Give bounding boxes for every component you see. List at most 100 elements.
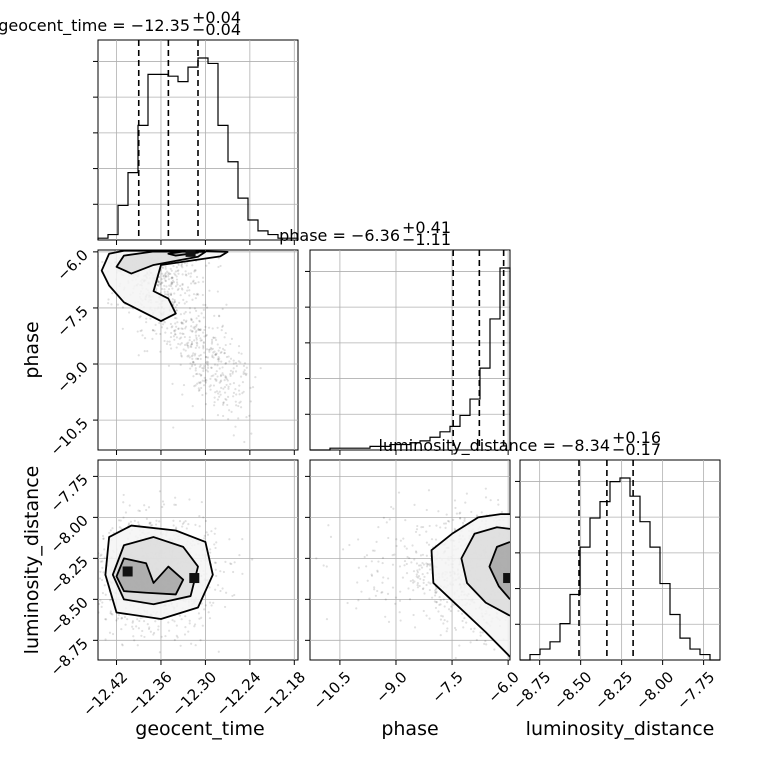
sample-point (121, 306, 124, 309)
y-tick-label: −8.75 (47, 634, 92, 679)
sample-point (229, 374, 232, 377)
sample-point (241, 381, 245, 384)
sample-point (151, 524, 154, 527)
sample-point (235, 393, 238, 396)
sample-point (184, 327, 187, 330)
sample-point (182, 319, 186, 322)
sample-point (161, 244, 163, 246)
sample-point (227, 387, 230, 390)
sample-point (182, 245, 184, 247)
sample-point (175, 527, 178, 530)
sample-point (218, 315, 221, 318)
sample-point (161, 287, 164, 291)
sample-point (217, 358, 220, 361)
sample-point (500, 510, 504, 514)
sample-point (155, 519, 158, 522)
sample-point (231, 594, 234, 598)
sample-point (453, 499, 457, 502)
sample-point (187, 630, 190, 633)
sample-point (465, 621, 468, 624)
sample-point (209, 384, 212, 387)
sample-point (465, 492, 468, 495)
x-tick-label: −9.0 (372, 668, 410, 706)
sample-point (177, 327, 180, 331)
sample-point (391, 563, 395, 566)
sample-point (244, 373, 248, 377)
sample-point (203, 364, 206, 367)
x-tick-label: −10.5 (309, 668, 354, 713)
sample-point (184, 310, 187, 314)
sample-point (234, 361, 238, 365)
x-tick-label: −12.36 (124, 668, 176, 720)
sample-point (206, 366, 210, 369)
sample-point (101, 534, 105, 538)
sample-point (241, 391, 244, 395)
sample-point (120, 527, 123, 530)
sample-point (433, 594, 437, 597)
sample-point (191, 404, 194, 408)
sample-point (423, 575, 426, 578)
sample-point (154, 243, 156, 245)
sample-point (315, 557, 318, 560)
sample-point (377, 560, 380, 563)
sample-point (186, 245, 188, 247)
sample-point (178, 245, 180, 247)
sample-point (382, 516, 385, 519)
sample-point (137, 247, 139, 249)
sample-point (186, 286, 190, 289)
sample-point (185, 300, 188, 303)
sample-point (357, 566, 360, 569)
sample-point (175, 278, 179, 281)
sample-point (111, 527, 114, 530)
sample-point (120, 616, 124, 620)
sample-point (204, 403, 208, 406)
sample-point (141, 334, 144, 337)
sample-point (225, 591, 228, 594)
sample-point (140, 329, 143, 332)
sample-point (107, 302, 110, 305)
sample-point (173, 245, 175, 247)
sample-point (376, 569, 379, 572)
sample-point (169, 272, 172, 276)
sample-point (145, 508, 148, 512)
sample-point (428, 564, 432, 567)
sample-point (245, 416, 248, 419)
sample-point (387, 620, 391, 623)
sample-point (200, 602, 203, 605)
sample-point (425, 554, 428, 557)
sample-point (124, 511, 128, 514)
sample-point (322, 564, 325, 567)
sample-point (99, 599, 102, 602)
sample-point (179, 352, 183, 355)
sample-point (199, 328, 202, 331)
sample-point (399, 539, 402, 542)
sample-point (175, 336, 178, 339)
sample-point (139, 315, 142, 318)
y-axis-label: phase (21, 321, 43, 378)
sample-point (102, 537, 105, 541)
sample-point (170, 281, 174, 284)
sample-point (426, 563, 429, 566)
sample-point (213, 404, 216, 407)
sample-point (148, 247, 150, 249)
sample-point (194, 369, 197, 372)
sample-point (191, 342, 194, 345)
sample-point (254, 376, 257, 379)
sample-point (199, 339, 202, 342)
panel-2-1 (305, 459, 511, 665)
sample-point (188, 339, 191, 342)
sample-point (136, 618, 139, 621)
sample-point (457, 609, 460, 613)
sample-point (221, 347, 225, 350)
sample-point (207, 611, 210, 614)
sample-point (208, 289, 211, 292)
sample-point (183, 633, 187, 636)
sample-point (212, 356, 215, 359)
sample-point (171, 619, 174, 622)
sample-point (223, 351, 226, 355)
sample-point (215, 390, 219, 393)
sample-point (189, 329, 192, 332)
sample-point (433, 600, 436, 603)
sample-point (188, 622, 191, 625)
sample-point (406, 555, 409, 559)
